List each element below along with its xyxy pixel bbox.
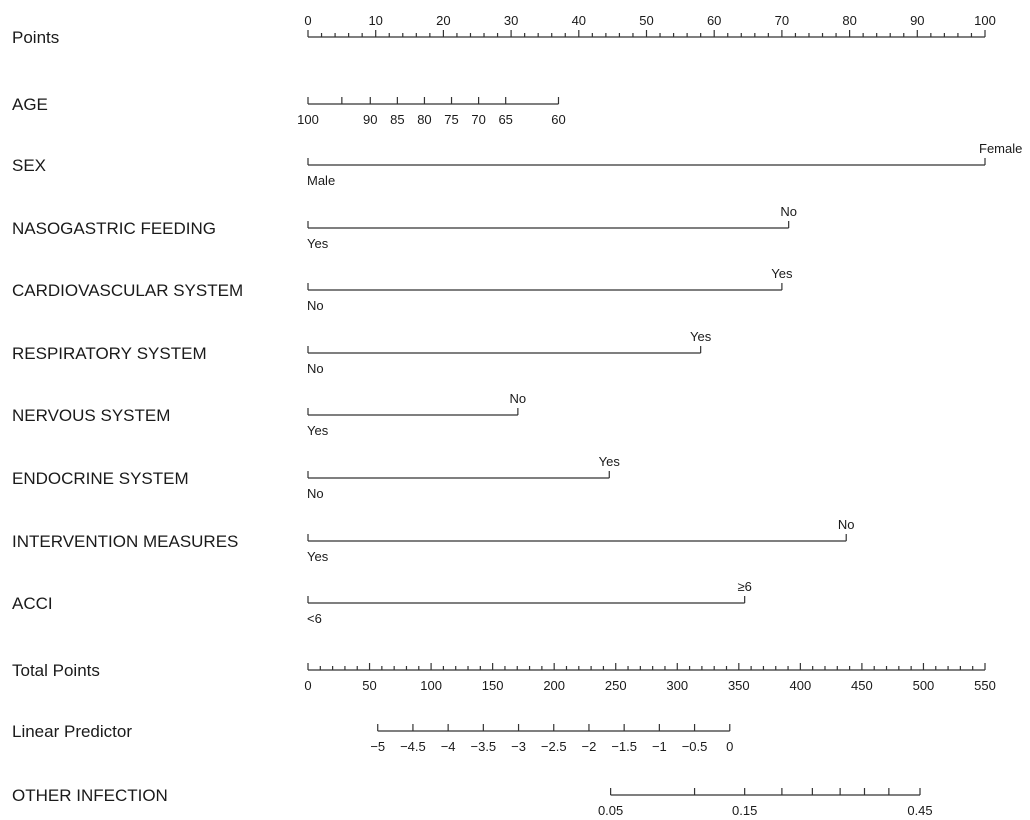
tick-label: 0.15	[732, 803, 757, 818]
tick-label: 10	[368, 13, 382, 28]
tick-label: 80	[842, 13, 856, 28]
row-sex: SEX Male Female	[12, 141, 1022, 188]
tick-label: 450	[851, 678, 873, 693]
tick-label: −4.5	[400, 739, 426, 754]
row-endocrine-system: ENDOCRINE SYSTEM No Yes	[12, 454, 620, 501]
level-label: Male	[307, 173, 335, 188]
level-label: Female	[979, 141, 1022, 156]
level-label: Yes	[599, 454, 621, 469]
tick-label: 80	[417, 112, 431, 127]
variable-label: AGE	[12, 95, 48, 114]
row-total-points: Total Points 0 50 100 150 200 250 300 350 400 450 5…	[12, 661, 996, 693]
tick-label: 250	[605, 678, 627, 693]
tick-label: −1.5	[611, 739, 637, 754]
tick-label: 75	[444, 112, 458, 127]
row-age: AGE 100 90 85 80 75 70 65 60	[12, 95, 566, 127]
tick-label: 50	[639, 13, 653, 28]
level-label: No	[780, 204, 797, 219]
variable-label: Total Points	[12, 661, 100, 680]
variable-label: INTERVENTION MEASURES	[12, 532, 238, 551]
tick-label: 200	[543, 678, 565, 693]
row-cardiovascular-system: CARDIOVASCULAR SYSTEM No Yes	[12, 266, 793, 313]
tick-label: 0	[726, 739, 733, 754]
level-label: No	[307, 486, 324, 501]
level-label: <6	[307, 611, 322, 626]
tick-label: −2.5	[541, 739, 567, 754]
level-label: Yes	[307, 549, 329, 564]
level-label: No	[838, 517, 855, 532]
level-label: Yes	[771, 266, 793, 281]
tick-label: 100	[974, 13, 996, 28]
tick-label: 100	[420, 678, 442, 693]
tick-label: 90	[910, 13, 924, 28]
variable-label: CARDIOVASCULAR SYSTEM	[12, 281, 243, 300]
tick-label: 85	[390, 112, 404, 127]
tick-label: −3	[511, 739, 526, 754]
tick-label: 60	[551, 112, 565, 127]
tick-label: −4	[441, 739, 456, 754]
tick-label: −5	[370, 739, 385, 754]
tick-label: −1	[652, 739, 667, 754]
tick-label: 0.05	[598, 803, 623, 818]
tick-label: 70	[775, 13, 789, 28]
tick-label: 500	[913, 678, 935, 693]
variable-label: Points	[12, 28, 59, 47]
tick-label: 400	[790, 678, 812, 693]
row-other-infection: OTHER INFECTION 0.05 0.15 0.45	[12, 786, 933, 818]
tick-label: 300	[666, 678, 688, 693]
tick-label: 70	[471, 112, 485, 127]
variable-label: ACCI	[12, 594, 53, 613]
variable-label: NASOGASTRIC FEEDING	[12, 219, 216, 238]
tick-label: 550	[974, 678, 996, 693]
level-label: No	[307, 361, 324, 376]
tick-label: −2	[582, 739, 597, 754]
level-label: ≥6	[737, 579, 751, 594]
row-nervous-system: NERVOUS SYSTEM Yes No	[12, 391, 526, 438]
tick-label: 0	[304, 13, 311, 28]
tick-label: 150	[482, 678, 504, 693]
level-label: Yes	[690, 329, 712, 344]
variable-label: OTHER INFECTION	[12, 786, 168, 805]
variable-label: SEX	[12, 156, 46, 175]
row-nasogastric-feeding: NASOGASTRIC FEEDING Yes No	[12, 204, 797, 251]
tick-label: 40	[572, 13, 586, 28]
tick-label: 65	[498, 112, 512, 127]
tick-label: 30	[504, 13, 518, 28]
tick-label: −0.5	[682, 739, 708, 754]
level-label: Yes	[307, 236, 329, 251]
tick-label: 350	[728, 678, 750, 693]
row-points: Points 0 10 20 30 40 50 60 70 80 90 100	[12, 13, 996, 47]
tick-label: 0.45	[907, 803, 932, 818]
variable-label: RESPIRATORY SYSTEM	[12, 344, 207, 363]
tick-label: 20	[436, 13, 450, 28]
row-linear-predictor: Linear Predictor −5 −4.5 −4 −3.5 −3 −2.5 −2 −1.5…	[12, 722, 733, 754]
level-label: No	[307, 298, 324, 313]
tick-label: 100	[297, 112, 319, 127]
variable-label: NERVOUS SYSTEM	[12, 406, 170, 425]
variable-label: ENDOCRINE SYSTEM	[12, 469, 189, 488]
tick-label: −3.5	[471, 739, 497, 754]
level-label: Yes	[307, 423, 329, 438]
row-intervention-measures: INTERVENTION MEASURES Yes No	[12, 517, 855, 564]
row-respiratory-system: RESPIRATORY SYSTEM No Yes	[12, 329, 712, 376]
tick-label: 90	[363, 112, 377, 127]
tick-label: 0	[304, 678, 311, 693]
level-label: No	[510, 391, 527, 406]
row-acci: ACCI <6 ≥6	[12, 579, 752, 626]
variable-label: Linear Predictor	[12, 722, 132, 741]
tick-label: 50	[362, 678, 376, 693]
tick-label: 60	[707, 13, 721, 28]
